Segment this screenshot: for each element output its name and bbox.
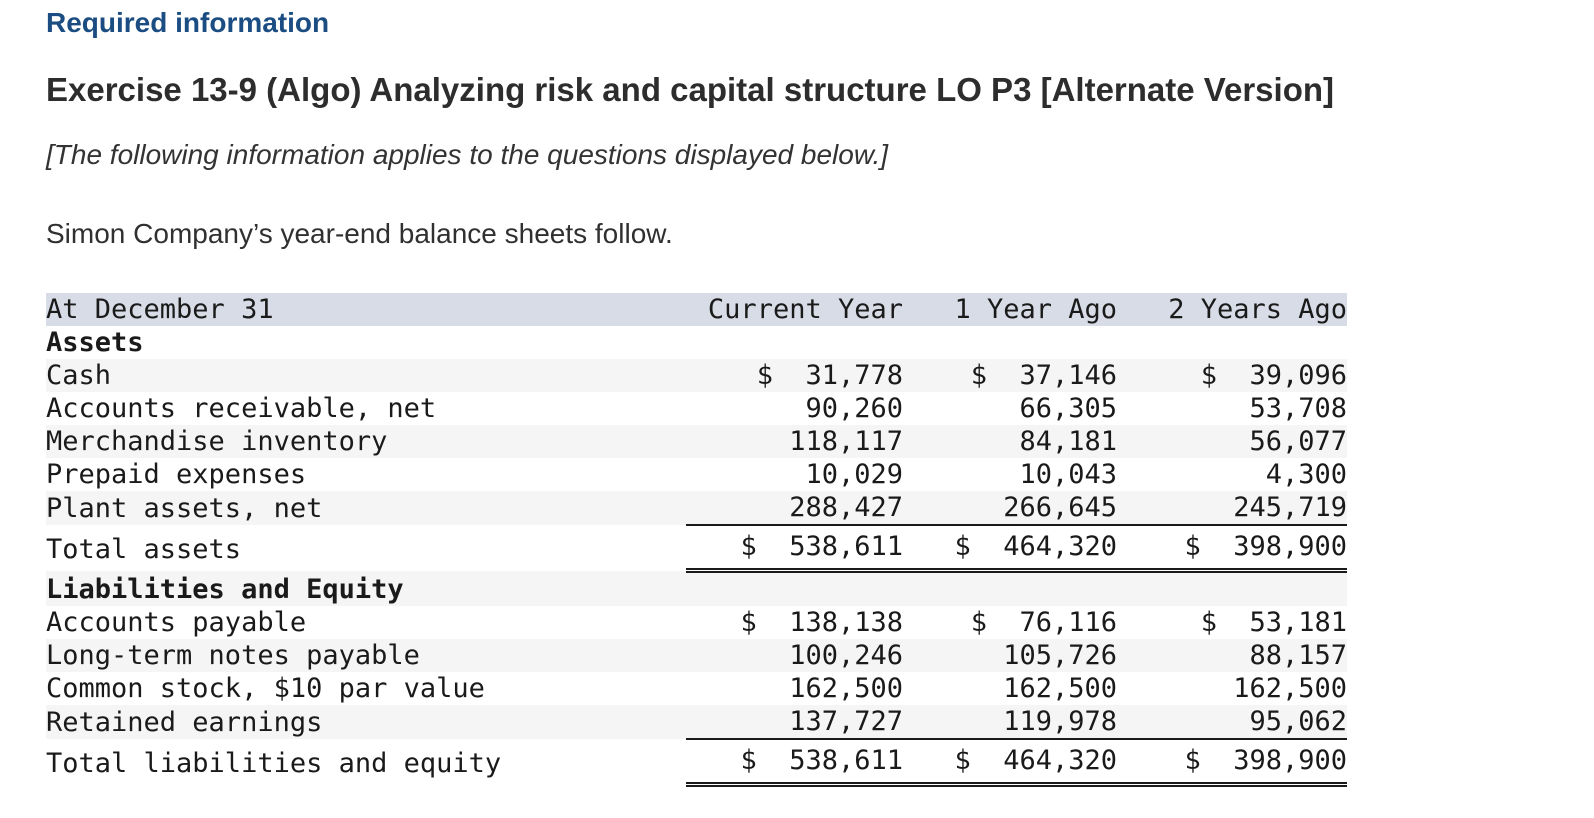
value-2-years-ago: 95,062 <box>1117 705 1347 741</box>
row-label: Cash <box>46 360 112 392</box>
col-header-at-december-31: At December 31 <box>46 294 274 326</box>
value-current-year: 137,727 <box>686 705 903 741</box>
value-2-years-ago: $ 398,900 <box>1117 739 1347 788</box>
table-row-accounts-payable: Accounts payable $ 138,138 $ 76,116 $ 53… <box>46 606 1347 639</box>
value-1-year-ago: $ 37,146 <box>970 360 1117 392</box>
section-row-liabilities-and-equity: Liabilities and Equity <box>46 570 1347 607</box>
table-row-prepaid-expenses: Prepaid expenses 10,029 10,043 4,300 <box>46 458 1347 491</box>
row-label: Total assets <box>46 533 242 565</box>
value-1-year-ago: $ 464,320 <box>903 525 1117 574</box>
value-2-years-ago: $ 398,900 <box>1117 525 1347 574</box>
balance-sheet-table: At December 31 Current Year 1 Year Ago 2… <box>46 293 1347 788</box>
exercise-title: Exercise 13-9 (Algo) Analyzing risk and … <box>46 70 1334 108</box>
value-1-year-ago: $ 464,320 <box>903 739 1117 788</box>
col-header-current-year: Current Year <box>707 294 903 326</box>
intro-text: Simon Company’s year-end balance sheets … <box>46 218 673 250</box>
value-current-year: 288,427 <box>686 491 903 527</box>
row-label: Merchandise inventory <box>46 426 388 458</box>
row-label: Total liabilities and equity <box>46 747 502 779</box>
table-row-total-assets: Total assets $ 538,611 $ 464,320 $ 398,9… <box>46 525 1347 574</box>
section-label: Liabilities and Equity <box>46 574 404 606</box>
value-current-year: $ 138,138 <box>740 607 903 639</box>
col-header-1-year-ago: 1 Year Ago <box>954 294 1117 326</box>
row-label: Plant assets, net <box>46 493 323 525</box>
col-header-2-years-ago: 2 Years Ago <box>1168 294 1347 326</box>
table-row-total-liabilities-and-equity: Total liabilities and equity $ 538,611 $… <box>46 739 1347 788</box>
value-2-years-ago: $ 39,096 <box>1200 360 1347 392</box>
value-1-year-ago: 84,181 <box>1019 426 1117 458</box>
row-label: Accounts receivable, net <box>46 393 437 425</box>
value-current-year: 118,117 <box>789 426 903 458</box>
value-2-years-ago: 88,157 <box>1249 640 1347 672</box>
row-label: Accounts payable <box>46 607 307 639</box>
value-current-year: 162,500 <box>789 673 903 705</box>
table-row-long-term-notes-payable: Long-term notes payable 100,246 105,726 … <box>46 639 1347 673</box>
value-2-years-ago: 245,719 <box>1117 491 1347 527</box>
value-2-years-ago: 56,077 <box>1249 426 1347 458</box>
value-1-year-ago: 105,726 <box>1003 640 1117 672</box>
applies-note: [The following information applies to th… <box>46 139 889 171</box>
value-current-year: $ 31,778 <box>756 360 903 392</box>
section-label: Assets <box>46 327 144 359</box>
value-2-years-ago: 53,708 <box>1249 393 1347 425</box>
value-1-year-ago: 66,305 <box>1019 393 1117 425</box>
value-current-year: $ 538,611 <box>686 525 903 574</box>
value-current-year: 100,246 <box>789 640 903 672</box>
value-2-years-ago: 4,300 <box>1265 459 1347 491</box>
row-label: Long-term notes payable <box>46 640 420 672</box>
table-header-row: At December 31 Current Year 1 Year Ago 2… <box>46 293 1347 327</box>
value-2-years-ago: $ 53,181 <box>1200 607 1347 639</box>
value-1-year-ago: 119,978 <box>903 705 1117 741</box>
table-row-retained-earnings: Retained earnings 137,727 119,978 95,062 <box>46 705 1347 741</box>
table-row-cash: Cash $ 31,778 $ 37,146 $ 39,096 <box>46 359 1347 393</box>
value-current-year: 90,260 <box>805 393 903 425</box>
row-label: Prepaid expenses <box>46 459 307 491</box>
section-row-assets: Assets <box>46 326 1347 359</box>
value-1-year-ago: 10,043 <box>1019 459 1117 491</box>
table-row-merchandise-inventory: Merchandise inventory 118,117 84,181 56,… <box>46 425 1347 459</box>
table-row-accounts-receivable: Accounts receivable, net 90,260 66,305 5… <box>46 392 1347 425</box>
table-row-plant-assets: Plant assets, net 288,427 266,645 245,71… <box>46 491 1347 527</box>
value-1-year-ago: 266,645 <box>903 491 1117 527</box>
value-1-year-ago: $ 76,116 <box>970 607 1117 639</box>
required-information-heading: Required information <box>46 7 330 38</box>
value-current-year: $ 538,611 <box>686 739 903 788</box>
value-2-years-ago: 162,500 <box>1233 673 1347 705</box>
row-label: Retained earnings <box>46 707 323 739</box>
table-row-common-stock: Common stock, $10 par value 162,500 162,… <box>46 672 1347 705</box>
value-current-year: 10,029 <box>805 459 903 491</box>
value-1-year-ago: 162,500 <box>1003 673 1117 705</box>
row-label: Common stock, $10 par value <box>46 673 485 705</box>
